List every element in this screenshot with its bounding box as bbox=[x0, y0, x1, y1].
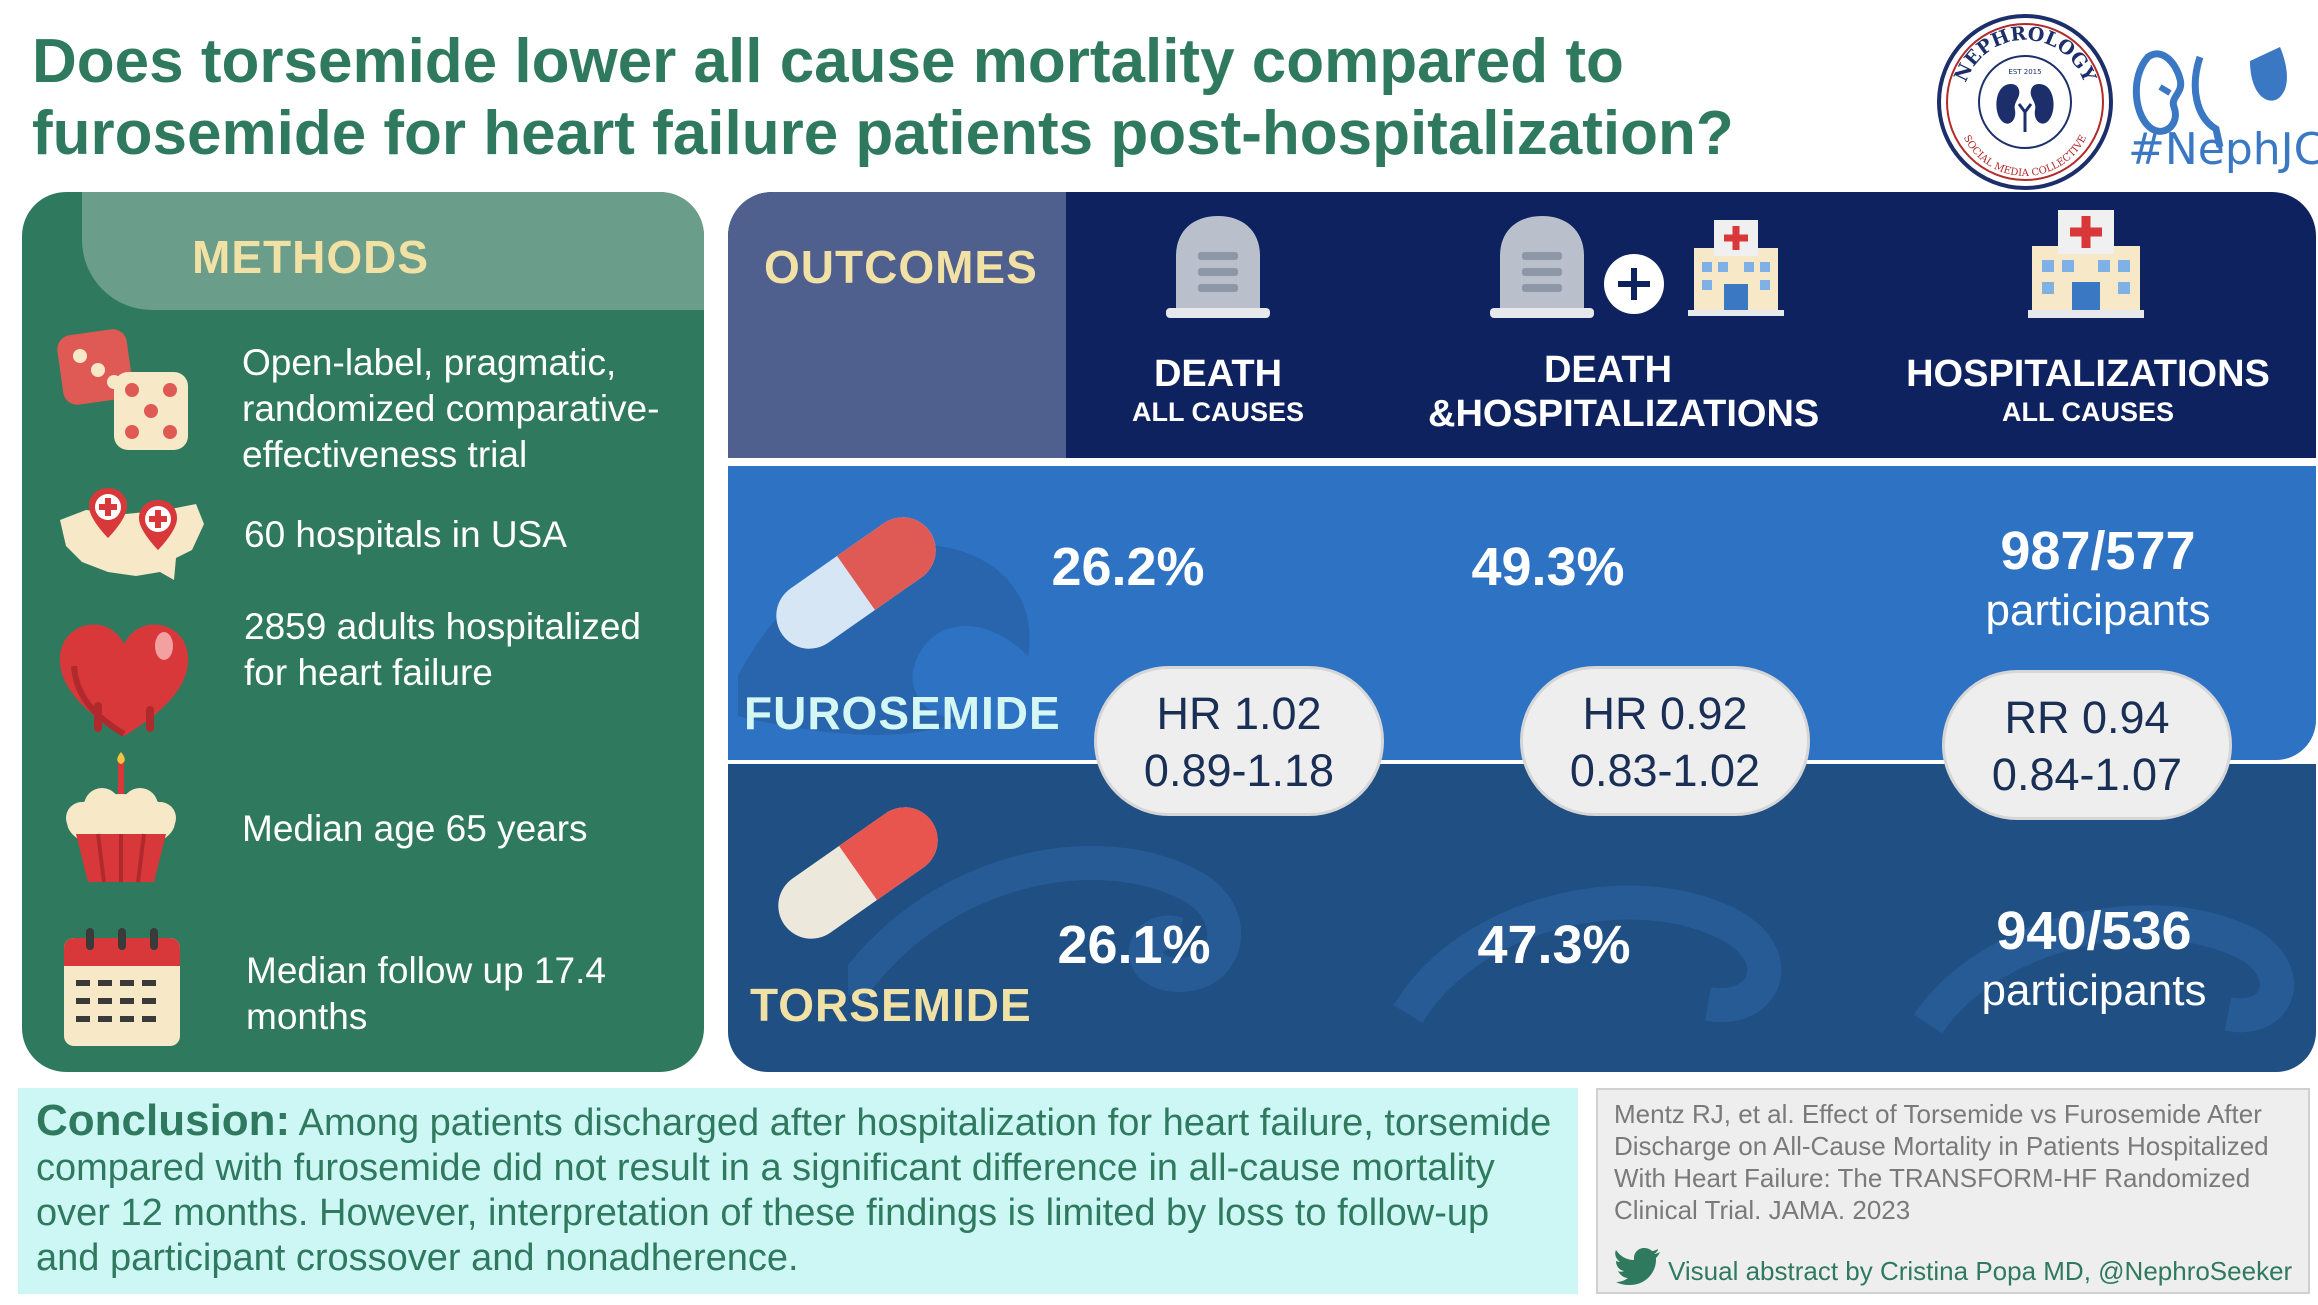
cupcake-icon bbox=[66, 752, 176, 883]
tombstone-plus-hospital-icon bbox=[1490, 216, 1784, 318]
pill-red-white-icon bbox=[778, 807, 938, 939]
ratio-hosp: RR 0.94 0.84-1.07 bbox=[1942, 670, 2232, 820]
col-death-hosp-head: DEATH &HOSPITALIZATIONS bbox=[1428, 349, 1820, 435]
heart-icon bbox=[59, 624, 189, 737]
furosemide-label: FUROSEMIDE bbox=[744, 687, 1061, 739]
page-title: Does torsemide lower all cause mortality… bbox=[32, 26, 1912, 170]
nephjc-hashtag: #NephJC bbox=[2128, 124, 2318, 175]
reference-citation: Mentz RJ, et al. Effect of Torsemide vs … bbox=[1614, 1099, 2269, 1225]
method-design: Open-label, pragmatic, randomized compar… bbox=[242, 342, 660, 475]
col-hosp-head: HOSPITALIZATIONS ALL CAUSES bbox=[1906, 353, 2270, 427]
col-death-head: DEATH ALL CAUSES bbox=[1131, 353, 1305, 427]
hospital-icon bbox=[2028, 210, 2144, 318]
tombstone-icon bbox=[1166, 216, 1270, 318]
method-age: Median age 65 years bbox=[242, 808, 588, 849]
method-hospitals: 60 hospitals in USA bbox=[244, 514, 567, 555]
outcomes-tab bbox=[728, 192, 1066, 458]
method-follow-up: Median follow up 17.4 months bbox=[246, 950, 606, 1037]
method-participants: 2859 adults hospitalized for heart failu… bbox=[244, 606, 642, 693]
conclusion-box: Conclusion: Among patients discharged af… bbox=[18, 1088, 1578, 1294]
pill-red-blue-icon bbox=[776, 517, 936, 649]
methods-panel: METHODS Open-label, pragmatic, randomize… bbox=[22, 192, 704, 1072]
torsemide-death-hosp-value: 47.3% bbox=[1477, 915, 1631, 975]
ratio-death-hosp: HR 0.92 0.83-1.02 bbox=[1520, 666, 1810, 816]
conclusion-label: Conclusion: bbox=[36, 1096, 291, 1145]
nephrology-logo: NEPHROLOGY SOCIAL MEDIA COLLECTIVE EST 2… bbox=[1937, 14, 2113, 190]
reference-box: Mentz RJ, et al. Effect of Torsemide vs … bbox=[1596, 1088, 2310, 1294]
ratio-death: HR 1.02 0.89-1.18 bbox=[1094, 666, 1384, 816]
conclusion-text: Among patients discharged after hospital… bbox=[36, 1102, 1552, 1279]
torsemide-death-value: 26.1% bbox=[1057, 915, 1211, 975]
torsemide-hosp-value: 940/536 participants bbox=[1981, 901, 2207, 1015]
furosemide-hosp-value: 987/577 participants bbox=[1985, 521, 2211, 635]
reference-credit: Visual abstract by Cristina Popa MD, @Ne… bbox=[1668, 1256, 2293, 1286]
furosemide-death-hosp-value: 49.3% bbox=[1471, 537, 1625, 597]
title-line-1: Does torsemide lower all cause mortality… bbox=[32, 27, 1624, 96]
torsemide-label: TORSEMIDE bbox=[750, 979, 1032, 1031]
title-line-2: furosemide for heart failure patients po… bbox=[32, 99, 1734, 168]
torsemide-panel: TORSEMIDE 26.1% 47.3% 940/536 participan… bbox=[728, 764, 2316, 1072]
furosemide-death-value: 26.2% bbox=[1051, 537, 1205, 597]
outcomes-header: OUTCOMES DEATH ALL CAUSES DEATH &HOSPITA… bbox=[728, 192, 2316, 458]
wave-background bbox=[848, 845, 2294, 1034]
calendar-icon bbox=[64, 928, 180, 1046]
outcomes-title: OUTCOMES bbox=[764, 241, 1038, 293]
methods-header bbox=[82, 192, 704, 310]
svg-text:EST 2015: EST 2015 bbox=[2008, 68, 2041, 76]
twitter-icon bbox=[1615, 1248, 1660, 1285]
dice-icon bbox=[57, 329, 188, 450]
methods-title: METHODS bbox=[192, 231, 429, 283]
nephjc-kidney-logo bbox=[2132, 47, 2287, 148]
usa-map-pins-icon bbox=[60, 488, 204, 580]
